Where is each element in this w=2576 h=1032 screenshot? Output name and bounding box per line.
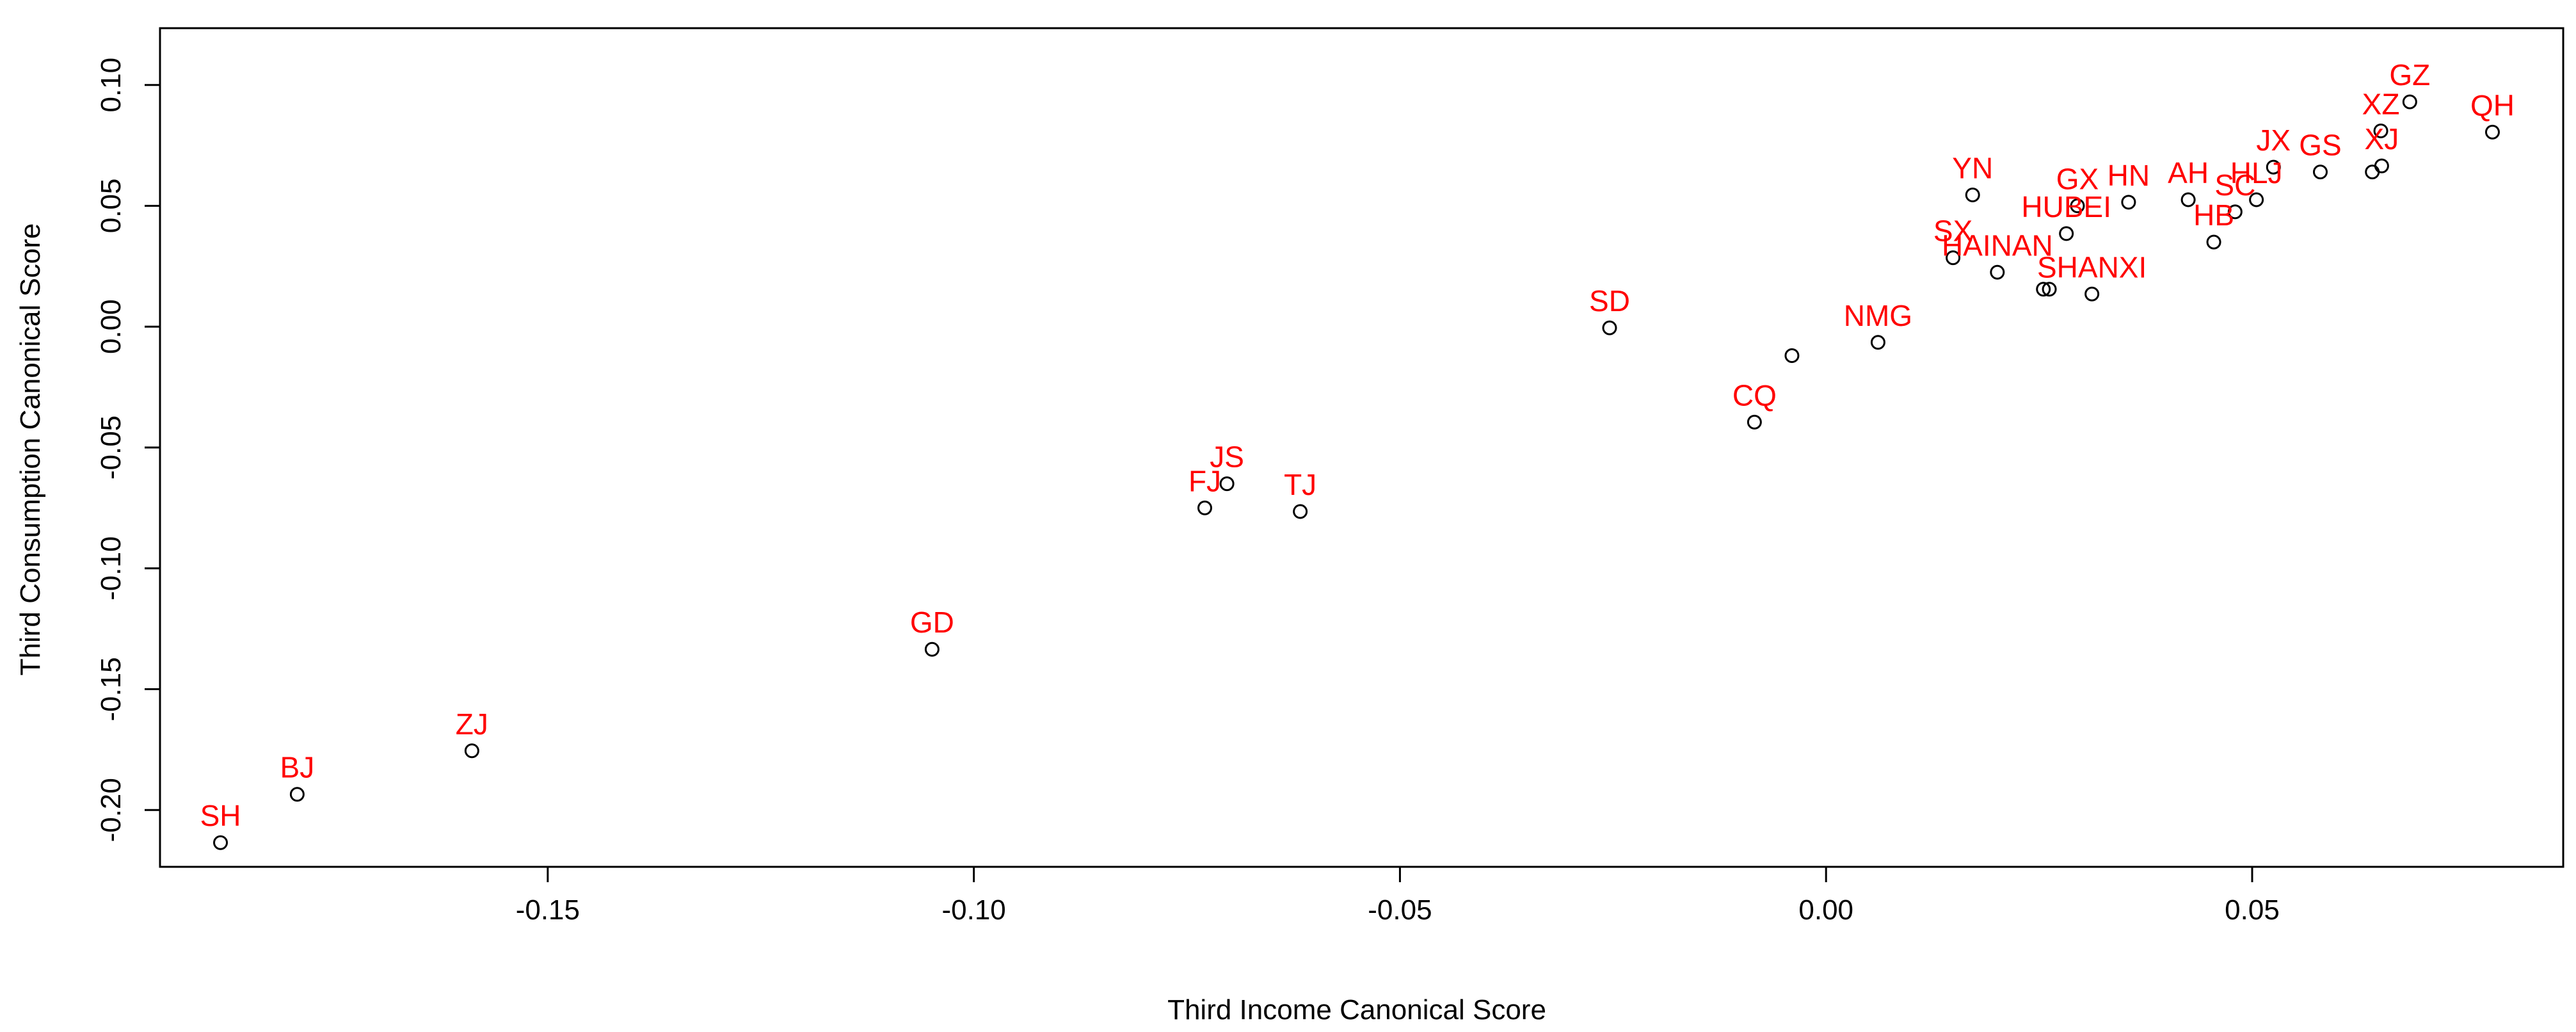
point-label: GX [2056,162,2099,195]
point-label: ZJ [456,707,488,741]
data-point [2084,286,2100,302]
data-point [1293,504,1308,519]
x-axis-title: Third Income Canonical Score [1167,994,1546,1026]
y-axis-title: Third Consumption Canonical Score [15,223,46,676]
data-point [2227,204,2243,220]
point-label: GD [910,606,954,639]
x-tick-label: -0.15 [516,894,580,926]
data-point [1965,187,1980,202]
point-label: SH [200,799,241,832]
data-point [2180,192,2196,207]
point-label: BJ [280,751,315,784]
data-point [1784,348,1800,364]
y-axis: -0.20 -0.15 -0.10 -0.05 0.00 0.05 0.10 [95,58,160,842]
point-label: HUBEI [2021,190,2111,223]
data-point [289,787,305,802]
data-point [213,835,228,850]
point-label: AH [2168,156,2209,189]
point-label: CQ [1732,378,1777,412]
point-label: QH [2470,88,2515,122]
data-point [1219,476,1235,492]
y-tick-label: 0.10 [95,58,127,113]
data-point [1747,414,1762,430]
y-tick-label: 0.05 [95,179,127,234]
data-point [1602,320,1617,335]
y-tick-label: -0.15 [95,657,127,721]
point-label: FJ [1188,464,1221,497]
point-label: HN [2108,159,2150,192]
data-points [213,94,2500,850]
y-tick-label: -0.10 [95,536,127,601]
point-label: GZ [2389,58,2430,92]
data-point [2059,226,2074,241]
data-point [1197,500,1212,515]
data-point [2373,123,2388,138]
data-point [2374,158,2389,173]
x-tick-label: 0.05 [2225,894,2280,926]
data-point [2121,195,2136,210]
y-tick-label: -0.20 [95,778,127,842]
data-point [2313,165,2328,180]
y-tick-label: -0.05 [95,415,127,480]
x-tick-label: -0.05 [1368,894,1432,926]
point-label: HLJ [2230,156,2283,189]
data-point [2249,192,2264,207]
point-label: SX [1933,214,1972,248]
point-label: SC [2214,168,2255,202]
data-point [924,641,940,657]
data-point [464,743,479,759]
point-label: YN [1952,151,1993,184]
point-label: SHANXI [2037,250,2147,284]
point-label: NMG [1844,299,1912,332]
point-label: XZ [2362,87,2400,120]
point-label: HAINAN [1942,229,2053,262]
x-tick-label: 0.00 [1798,894,1853,926]
point-label: TJ [1284,468,1316,501]
data-point [1946,250,1961,266]
data-point [2036,282,2051,297]
point-label: JX [2256,124,2291,157]
data-point [2484,124,2500,140]
point-label: HB [2193,198,2234,232]
point-label: GS [2299,129,2341,162]
y-tick-label: 0.00 [95,299,127,354]
data-point [1990,264,2005,280]
data-point [2402,94,2417,109]
data-point [1870,335,1885,350]
point-label: XJ [2365,122,2399,156]
point-label: JS [1210,440,1244,474]
x-axis: -0.15 -0.10 -0.05 0.00 0.05 [516,867,2280,926]
data-point [2070,198,2085,213]
x-tick-label: -0.10 [941,894,1005,926]
point-label: SD [1589,284,1630,318]
data-point [2206,234,2221,250]
data-point [2042,282,2057,297]
data-point [2266,159,2281,175]
